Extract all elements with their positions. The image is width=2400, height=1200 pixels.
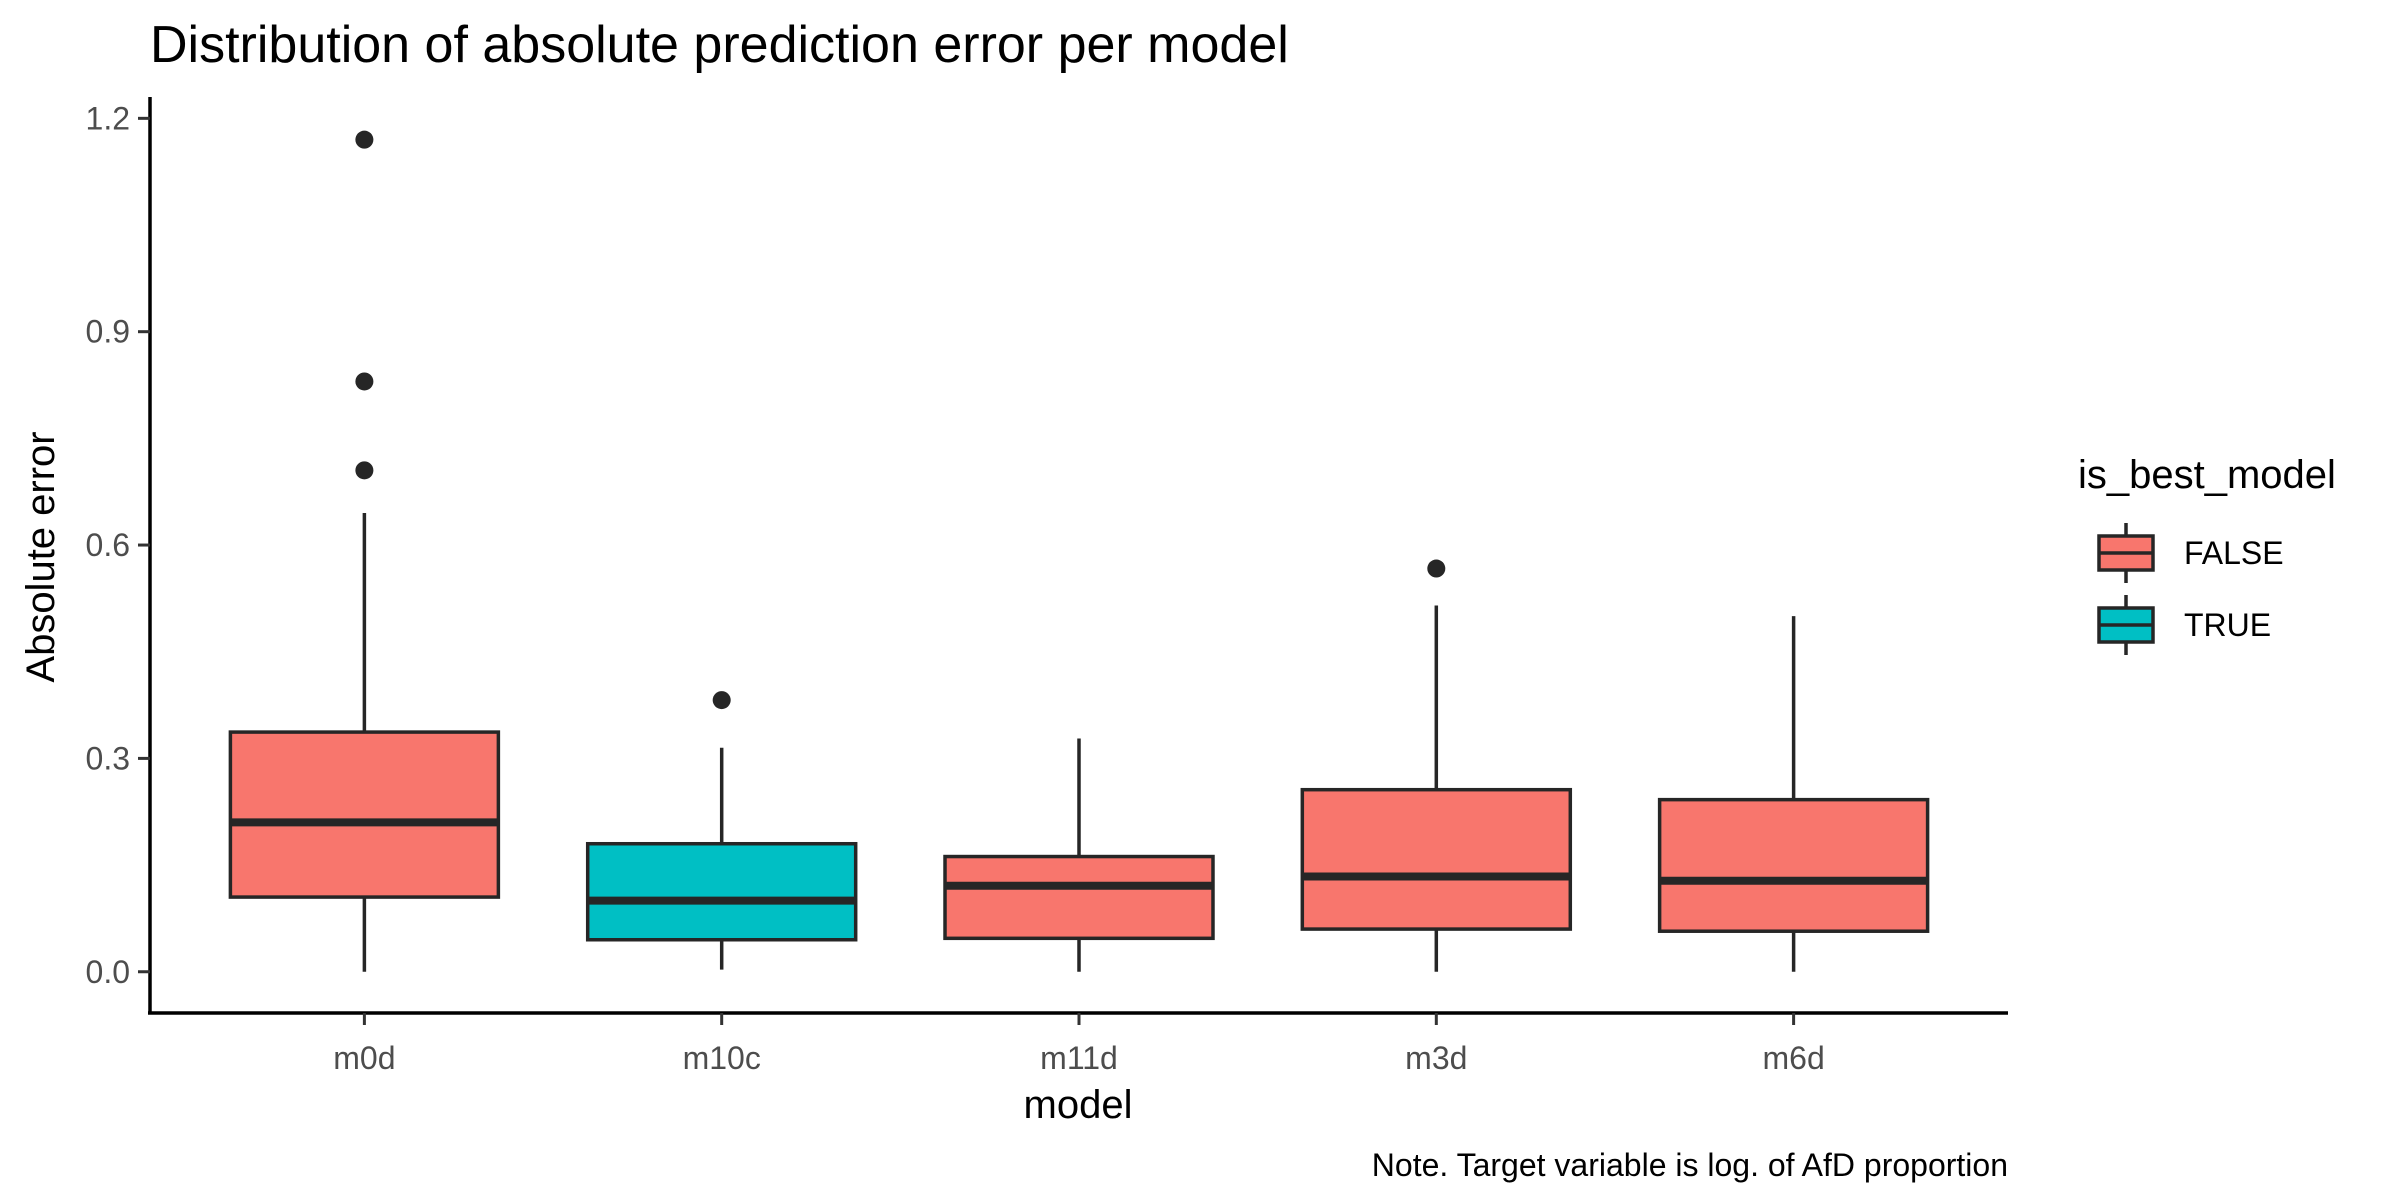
chart-caption: Note. Target variable is log. of AfD pro…	[1372, 1147, 2008, 1183]
outlier-point	[355, 372, 374, 391]
outlier-point	[355, 461, 374, 480]
y-axis-title: Absolute error	[19, 431, 63, 682]
x-tick-label: m3d	[1405, 1040, 1467, 1076]
outlier-point	[712, 691, 731, 710]
legend-label: TRUE	[2184, 607, 2271, 643]
box-m0d	[228, 130, 501, 972]
iqr-box	[1300, 787, 1573, 931]
x-axis-ticks: m0d m10c m11d m3d m6d	[333, 1013, 1825, 1076]
y-tick-label: 0.3	[86, 740, 130, 776]
legend-title: is_best_model	[2078, 453, 2336, 497]
box-m10c	[585, 691, 858, 970]
y-axis-ticks: 0.0 0.3 0.6 0.9 1.2	[86, 100, 150, 990]
iqr-box	[228, 730, 501, 899]
x-tick-label: m0d	[333, 1040, 395, 1076]
iqr-box	[585, 841, 858, 942]
iqr-box	[943, 854, 1215, 941]
y-tick-label: 0.9	[86, 314, 130, 350]
box-layer	[228, 130, 1930, 972]
box-m6d	[1657, 616, 1930, 972]
legend-item-true: TRUE	[2097, 595, 2271, 655]
y-tick-label: 1.2	[86, 100, 130, 136]
box-m3d	[1300, 559, 1573, 972]
box-m11d	[943, 738, 1215, 972]
legend: is_best_model FALSE TRUE	[2078, 453, 2336, 655]
outlier-point	[1427, 559, 1446, 578]
legend-label: FALSE	[2184, 535, 2284, 571]
x-tick-label: m11d	[1040, 1040, 1118, 1076]
x-tick-label: m6d	[1762, 1040, 1824, 1076]
x-tick-label: m10c	[683, 1040, 761, 1076]
x-axis-title: model	[1024, 1083, 1133, 1127]
outlier-point	[355, 130, 374, 149]
chart-title: Distribution of absolute prediction erro…	[150, 16, 1289, 74]
y-tick-label: 0.6	[86, 527, 130, 563]
y-tick-label: 0.0	[86, 954, 130, 990]
iqr-box	[1657, 797, 1930, 933]
legend-item-false: FALSE	[2097, 523, 2284, 583]
